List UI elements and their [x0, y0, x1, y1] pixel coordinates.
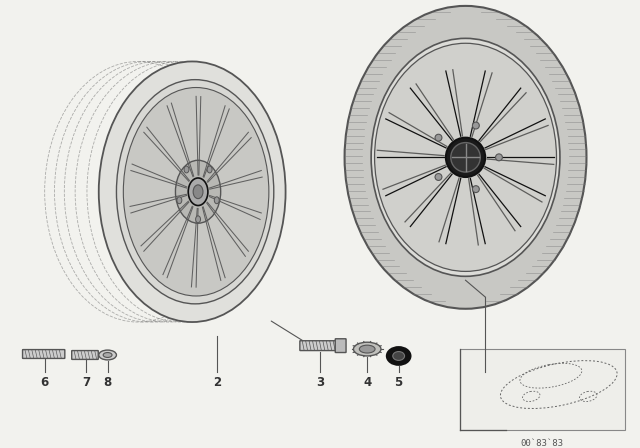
Ellipse shape	[359, 345, 375, 353]
Ellipse shape	[177, 197, 182, 204]
Text: 00`83`83: 00`83`83	[521, 439, 564, 448]
Text: 3: 3	[316, 375, 324, 388]
Ellipse shape	[435, 173, 442, 181]
Text: 2: 2	[212, 375, 221, 388]
FancyBboxPatch shape	[22, 349, 65, 358]
Ellipse shape	[116, 80, 274, 304]
Ellipse shape	[196, 216, 200, 223]
Ellipse shape	[393, 352, 404, 360]
Ellipse shape	[188, 178, 208, 206]
Ellipse shape	[451, 142, 480, 172]
Text: 1: 1	[481, 375, 489, 388]
Ellipse shape	[193, 185, 203, 198]
Text: 5: 5	[394, 375, 403, 388]
Ellipse shape	[495, 154, 502, 161]
Text: 4: 4	[363, 375, 371, 388]
Ellipse shape	[472, 122, 479, 129]
Ellipse shape	[446, 138, 485, 177]
Ellipse shape	[214, 197, 220, 204]
Ellipse shape	[344, 6, 586, 309]
Ellipse shape	[99, 350, 116, 360]
FancyBboxPatch shape	[300, 341, 338, 351]
Ellipse shape	[435, 134, 442, 141]
Text: 6: 6	[40, 375, 49, 388]
Ellipse shape	[371, 39, 560, 276]
Ellipse shape	[124, 87, 269, 296]
Ellipse shape	[472, 185, 479, 193]
Ellipse shape	[175, 160, 221, 223]
Ellipse shape	[387, 347, 410, 365]
FancyBboxPatch shape	[72, 351, 99, 359]
Text: 8: 8	[104, 375, 112, 388]
Ellipse shape	[99, 61, 285, 322]
Ellipse shape	[207, 166, 212, 173]
Ellipse shape	[374, 43, 557, 271]
Text: 7: 7	[82, 375, 90, 388]
Bar	[460, 349, 625, 430]
Ellipse shape	[184, 166, 189, 173]
FancyBboxPatch shape	[335, 339, 346, 353]
Ellipse shape	[353, 342, 381, 356]
Ellipse shape	[103, 353, 112, 358]
